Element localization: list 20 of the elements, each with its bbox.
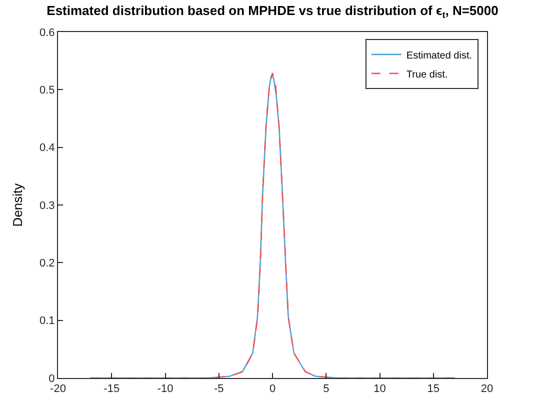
legend-label: Estimated dist. [406,50,472,62]
x-tick-label: 0 [269,383,276,396]
x-tick-label: 15 [427,383,440,396]
x-tick-label: -5 [214,383,224,396]
chart-title: Estimated distribution based on MPHDE vs true distribution of ϵ$_{t}$, N=5000 [46,3,498,20]
y-tick-label: 0.3 [40,200,55,212]
x-tick-label: -15 [104,383,120,396]
x-tick-label: 10 [374,383,386,396]
y-tick-label: 0.1 [40,315,55,328]
y-tick-label: 0 [48,372,55,385]
x-tick-label: 20 [480,383,494,396]
y-axis-title: Density [10,182,25,227]
x-tick-label: 5 [323,383,330,396]
y-tick-label: 0.5 [40,84,55,97]
legend-label: True dist. [406,69,448,80]
x-tick-label: -20 [50,383,66,396]
y-tick-label: 0.6 [40,26,55,39]
y-tick-label: 0.4 [40,142,55,154]
x-tick-label: -10 [157,383,174,396]
y-tick-label: 0.2 [40,258,55,270]
